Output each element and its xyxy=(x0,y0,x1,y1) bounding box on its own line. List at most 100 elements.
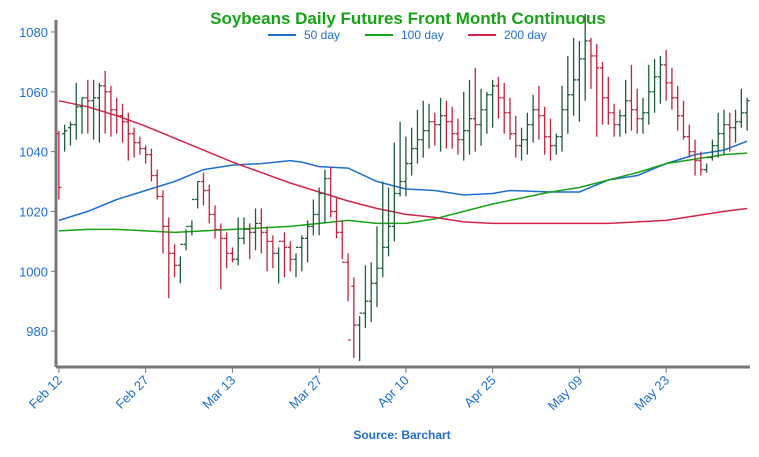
ohlc-bar xyxy=(565,55,571,134)
moving-average-lines xyxy=(58,100,748,234)
y-tick-label: 1040 xyxy=(19,145,48,160)
ohlc-bar xyxy=(120,103,126,143)
ohlc-bar xyxy=(738,88,744,128)
ohlc-bar xyxy=(189,198,195,236)
ohlc-bar xyxy=(467,79,473,155)
ohlc-bar xyxy=(432,112,438,146)
chart-title: Soybeans Daily Futures Front Month Conti… xyxy=(210,9,606,28)
ohlc-bar xyxy=(663,49,669,101)
ohlc-bar xyxy=(553,133,559,155)
ohlc-bar xyxy=(276,240,282,284)
ohlc-bar xyxy=(495,76,501,119)
ohlc-bar xyxy=(652,58,658,113)
ohlc-bar xyxy=(131,127,137,158)
ohlc-bar xyxy=(646,64,652,125)
ohlc-bar xyxy=(420,100,426,158)
x-tick-label: Feb 27 xyxy=(113,373,152,412)
ohlc-bar xyxy=(212,205,218,239)
ohlc-bar xyxy=(490,79,496,128)
ohlc-bar xyxy=(374,226,380,308)
ohlc-bar xyxy=(85,79,91,134)
ohlc-bar xyxy=(721,109,727,155)
ohlc-bar xyxy=(623,79,629,134)
ohlc-bar xyxy=(195,180,201,209)
ohlc-bar xyxy=(172,244,178,278)
ohlc-bar xyxy=(102,70,108,134)
ohlc-bar xyxy=(56,130,62,200)
ohlc-bar xyxy=(640,97,646,134)
ohlc-bar xyxy=(542,106,548,155)
x-tick-label: Mar 13 xyxy=(199,373,238,412)
ohlc-bar xyxy=(744,97,750,131)
ohlc-bar xyxy=(270,235,276,269)
ohlc-bar xyxy=(698,151,704,176)
ohlc-bar xyxy=(455,118,461,155)
ohlc-bar xyxy=(380,181,386,278)
ohlc-bar xyxy=(183,225,189,251)
ohlc-bar xyxy=(357,312,363,362)
ohlc-bar xyxy=(67,121,73,146)
x-tick-label: Apr 25 xyxy=(461,373,499,411)
legend-label-ma100: 100 day xyxy=(401,28,444,42)
legend-label-ma200: 200 day xyxy=(504,28,547,42)
ohlc-bar xyxy=(125,112,131,161)
ohlc-bar xyxy=(229,247,235,263)
x-tick-label: Mar 27 xyxy=(286,373,325,412)
ohlc-bar xyxy=(91,79,97,140)
y-tick-label: 1020 xyxy=(19,204,48,219)
ohlc-bar xyxy=(386,187,392,257)
ohlc-bar xyxy=(148,148,154,182)
ohlc-bar xyxy=(345,253,351,341)
ohlc-bar xyxy=(507,97,513,140)
ohlc-bar xyxy=(536,85,542,140)
ohlc-bar xyxy=(715,112,721,158)
ohlc-bar xyxy=(704,156,710,173)
ohlc-bar xyxy=(143,145,149,164)
ohlc-bar xyxy=(680,100,686,140)
ohlc-bar xyxy=(559,85,565,152)
legend-label-ma50: 50 day xyxy=(304,28,340,42)
ohlc-bar xyxy=(733,109,739,143)
ohlc-bar xyxy=(293,246,299,278)
ohlc-bar xyxy=(362,265,368,329)
ohlc-bar xyxy=(611,103,617,137)
ohlc-bar xyxy=(709,139,715,161)
ohlc-bar xyxy=(200,172,206,206)
ohlc-bar xyxy=(264,226,270,272)
ohlc-bar xyxy=(686,124,692,158)
ohlc-bar xyxy=(669,67,675,110)
ohlc-bar xyxy=(166,217,172,299)
ohlc-bar xyxy=(224,232,230,269)
source-label: Source: Barchart xyxy=(353,428,450,442)
ohlc-bar xyxy=(154,169,160,200)
ohlc-bar xyxy=(403,136,409,197)
ohlc-bar xyxy=(62,124,68,152)
ohlc-bar xyxy=(137,136,143,155)
x-tick-label: May 09 xyxy=(545,373,586,414)
price-bars xyxy=(56,14,750,362)
ohlc-bar xyxy=(461,91,467,161)
legend: 50 day 100 day 200 day xyxy=(268,28,547,42)
ohlc-bar xyxy=(351,277,357,359)
ma-line-ma50 xyxy=(58,140,748,222)
ohlc-bar xyxy=(600,61,606,125)
ma-line-ma100 xyxy=(58,152,748,234)
ohlc-bar xyxy=(333,196,339,239)
y-tick-label: 1080 xyxy=(19,25,48,40)
ohlc-bar xyxy=(628,64,634,131)
ohlc-bar xyxy=(305,220,311,263)
ohlc-bar xyxy=(530,94,536,143)
ohlc-bar xyxy=(478,88,484,146)
ohlc-bar xyxy=(513,115,519,158)
x-tick-label: Apr 10 xyxy=(374,373,412,411)
ohlc-bar xyxy=(426,103,432,149)
ohlc-bar xyxy=(605,76,611,125)
ohlc-bar xyxy=(397,121,403,197)
ohlc-bar xyxy=(519,127,525,161)
ohlc-bar xyxy=(253,208,259,251)
ohlc-bar xyxy=(409,127,415,176)
ma-line-ma200 xyxy=(58,100,748,225)
ohlc-bar xyxy=(310,199,316,236)
